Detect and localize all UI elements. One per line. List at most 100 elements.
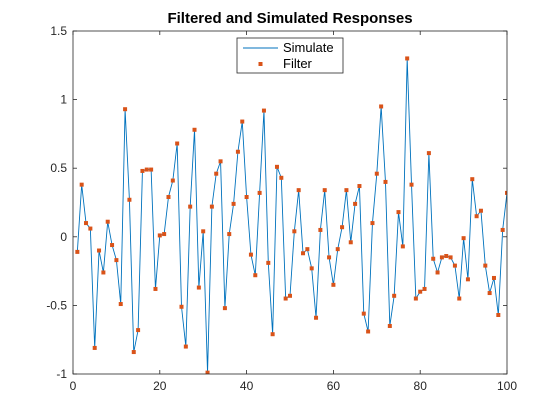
filter-point: [175, 141, 180, 146]
filter-point: [157, 233, 162, 238]
filter-point: [214, 171, 219, 176]
filter-point: [370, 221, 375, 226]
axes-layer: 0 20 40 60 80 100 -1 -0.5 0 0.5 1 1.5: [46, 24, 517, 393]
filter-point: [75, 249, 80, 254]
filter-point: [114, 258, 119, 263]
filter-point: [253, 273, 258, 278]
filter-point: [196, 285, 201, 290]
filter-point: [496, 313, 501, 317]
filter-point: [426, 151, 431, 156]
filter-point: [322, 188, 327, 193]
y-tick-label: 1: [60, 93, 67, 107]
filter-point: [422, 286, 427, 291]
filter-point: [465, 277, 470, 282]
filter-point: [353, 201, 358, 206]
filter-point: [235, 149, 240, 154]
filter-point: [409, 182, 414, 187]
filter-point: [201, 229, 206, 234]
filter-point: [222, 306, 227, 311]
filter-point: [140, 168, 145, 173]
filter-point: [439, 255, 444, 260]
filter-point: [452, 263, 457, 268]
filter-point: [374, 171, 379, 176]
filter-point: [331, 282, 336, 287]
filter-point: [396, 210, 401, 215]
filter-point: [461, 236, 466, 241]
chart-title: Filtered and Simulated Responses: [167, 10, 412, 27]
filter-point: [505, 190, 507, 195]
filter-point: [318, 227, 323, 232]
filter-point: [92, 345, 97, 350]
filter-point: [97, 248, 102, 253]
filter-point: [209, 204, 214, 209]
filter-point: [144, 167, 149, 172]
filter-point: [188, 204, 193, 209]
y-tick-label: -1: [56, 367, 67, 381]
y-tick-label: 0.5: [50, 161, 67, 175]
filter-point: [387, 323, 392, 328]
y-tick-label: 1.5: [50, 24, 67, 38]
filter-point: [340, 225, 345, 230]
filter-point: [261, 108, 266, 113]
filter-point: [413, 296, 418, 301]
filter-point: [478, 208, 483, 213]
filter-point: [123, 107, 128, 112]
x-tick-label: 20: [153, 379, 167, 393]
filter-point: [491, 275, 496, 280]
filter-point: [296, 188, 301, 193]
filter-point: [79, 182, 84, 187]
filter-point: [444, 254, 449, 259]
filter-point: [179, 304, 184, 309]
axes-box: [72, 30, 508, 375]
filter-point: [435, 270, 440, 275]
filter-point: [136, 328, 141, 333]
filter-point: [457, 296, 462, 301]
filter-point: [487, 291, 492, 296]
filter-point: [470, 177, 475, 182]
filter-point: [305, 247, 310, 252]
filter-point: [448, 255, 453, 260]
filter-point: [474, 214, 479, 219]
filter-point: [509, 240, 513, 244]
filter-point: [309, 266, 314, 271]
plot-area-background: [73, 31, 507, 374]
legend: Simulate Filter: [236, 37, 344, 74]
filter-point: [162, 232, 167, 237]
filter-point: [418, 289, 423, 294]
legend-filter-label: Filter: [283, 56, 313, 71]
filter-point: [88, 226, 93, 231]
filter-point: [335, 247, 340, 252]
filter-point: [279, 175, 284, 180]
filter-point: [205, 370, 210, 374]
filter-point: [288, 293, 292, 298]
filter-point: [166, 195, 171, 200]
x-tick-label: 40: [240, 379, 254, 393]
filter-point: [500, 227, 505, 232]
filter-point: [431, 256, 436, 261]
filter-point: [292, 229, 297, 234]
filter-point: [483, 263, 488, 268]
x-tick-label: 100: [497, 379, 517, 393]
filter-point: [84, 221, 89, 226]
filter-point: [227, 232, 232, 237]
filter-point: [274, 164, 279, 169]
filter-point: [105, 219, 110, 224]
filter-point: [183, 344, 188, 349]
filter-point: [248, 252, 253, 257]
filter-point: [379, 104, 384, 109]
filter-point: [344, 188, 349, 193]
filter-point: [366, 329, 371, 334]
y-tick-label: -0.5: [46, 298, 67, 312]
y-tick-label: 0: [60, 230, 67, 244]
x-tick-label: 80: [414, 379, 428, 393]
data-layer: [75, 56, 513, 374]
filter-point: [400, 244, 405, 249]
legend-box: [236, 37, 344, 74]
filter-point: [218, 159, 223, 164]
filter-point: [244, 195, 249, 200]
filter-point: [192, 127, 197, 132]
filter-point: [405, 56, 410, 61]
legend-filter-swatch: [258, 62, 263, 66]
